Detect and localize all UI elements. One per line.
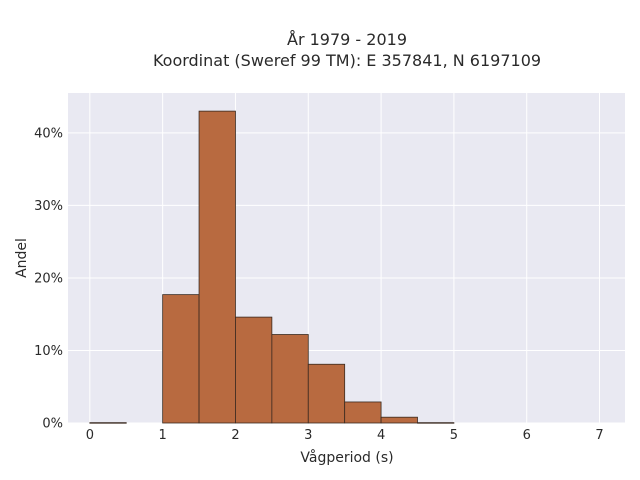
y-axis-ticks: 0% 10% 20% 30% 40% [34, 126, 63, 431]
histogram-bar [417, 422, 455, 424]
x-tick-label: 6 [523, 428, 531, 443]
x-tick-label: 2 [231, 428, 239, 443]
chart-title-line-1: År 1979 - 2019 [287, 30, 407, 49]
histogram-bar [89, 422, 127, 424]
x-tick-label: 4 [377, 428, 385, 443]
x-tick-label: 5 [450, 428, 458, 443]
x-tick-label: 7 [595, 428, 603, 443]
histogram-bar [271, 334, 309, 424]
histogram-bars [89, 110, 455, 424]
histogram-bar [380, 416, 418, 424]
histogram-bar [235, 316, 273, 424]
histogram-bar [198, 110, 236, 424]
x-tick-label: 3 [304, 428, 312, 443]
plot-area [68, 93, 625, 423]
histogram-bar [162, 294, 200, 424]
y-tick-label: 20% [34, 271, 63, 286]
chart-title-line-2: Koordinat (Sweref 99 TM): E 357841, N 61… [153, 51, 541, 70]
x-axis-ticks: 0 1 2 3 4 5 6 7 [86, 428, 604, 443]
x-axis-label: Vågperiod (s) [300, 449, 393, 466]
y-tick-label: 30% [34, 199, 63, 214]
y-tick-label: 10% [34, 344, 63, 359]
y-tick-label: 0% [42, 417, 63, 432]
x-tick-label: 1 [159, 428, 167, 443]
x-tick-label: 0 [86, 428, 94, 443]
histogram-bar [307, 363, 346, 424]
y-axis-label: Andel [14, 238, 30, 278]
histogram-bar [344, 401, 382, 424]
y-tick-label: 40% [34, 126, 63, 141]
